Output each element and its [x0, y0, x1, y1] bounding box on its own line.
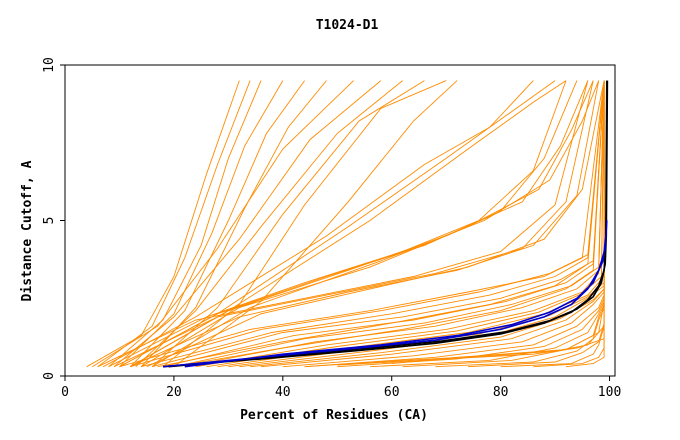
y-axis-label: Distance Cutoff, A	[20, 160, 35, 301]
model-series-line	[91, 80, 354, 368]
model-series-line	[102, 80, 534, 368]
model-series-line	[97, 80, 589, 368]
highlight-series-line	[184, 232, 608, 368]
x-tick-label: 100	[598, 385, 621, 400]
model-series-line	[140, 80, 594, 368]
y-tick-label: 10	[42, 57, 57, 73]
highlight-series-line	[168, 80, 609, 368]
model-series-line	[195, 80, 605, 368]
model-series-line	[135, 80, 403, 368]
model-series-line	[97, 80, 251, 368]
model-series-line	[565, 80, 605, 368]
model-series-line	[173, 80, 458, 368]
model-series-line	[113, 80, 594, 368]
model-series-line	[130, 80, 600, 368]
model-series-line	[86, 80, 240, 368]
model-series-line	[129, 80, 305, 368]
highlight-series-line	[162, 220, 608, 368]
model-series-line	[119, 80, 284, 368]
model-series-line	[141, 80, 605, 368]
model-series-line	[119, 80, 578, 368]
axis-ticks: 0 20 40 60 80 100 0 5 10	[42, 57, 621, 400]
x-tick-label: 40	[275, 385, 291, 400]
y-tick-label: 5	[42, 217, 57, 225]
x-tick-label: 60	[384, 385, 400, 400]
model-series-line	[151, 80, 600, 368]
y-tick-label: 0	[42, 372, 57, 380]
model-series-line	[173, 80, 605, 368]
x-axis-label: Percent of Residues (CA)	[240, 408, 428, 423]
model-series-line	[337, 338, 605, 366]
x-tick-label: 20	[166, 385, 182, 400]
model-series-line	[108, 80, 262, 368]
model-series-line	[157, 80, 605, 368]
chart-title: T1024-D1	[316, 18, 379, 33]
model-series-line	[304, 325, 605, 368]
model-series-line	[146, 80, 605, 368]
series-lines	[86, 80, 609, 368]
x-tick-label: 80	[493, 385, 509, 400]
model-series-line	[162, 80, 447, 368]
x-tick-label: 0	[61, 385, 69, 400]
model-series-line	[250, 80, 605, 368]
model-series-line	[108, 80, 567, 368]
model-series-line	[113, 80, 382, 368]
